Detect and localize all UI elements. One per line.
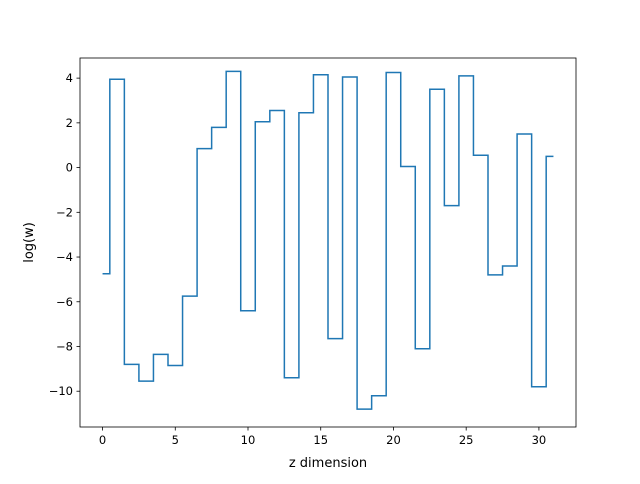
y-tick-label: −4 xyxy=(56,250,73,264)
y-tick-label: −8 xyxy=(56,339,73,353)
y-tick-label: 0 xyxy=(66,161,73,175)
x-axis-ticks: 0 5 10 15 20 25 30 xyxy=(99,427,546,447)
y-tick-label: 2 xyxy=(66,116,73,130)
x-tick-label: 20 xyxy=(386,433,401,447)
x-tick-label: 5 xyxy=(172,433,179,447)
y-axis-ticks: −10 −8 −6 −4 −2 0 2 4 xyxy=(49,71,80,398)
y-tick-label: −10 xyxy=(49,384,73,398)
series-layer xyxy=(102,70,554,410)
y-tick-label: −6 xyxy=(56,295,73,309)
x-tick-label: 10 xyxy=(241,433,256,447)
y-tick-label: 4 xyxy=(66,71,73,85)
y-tick-label: −2 xyxy=(56,205,73,219)
axes-frame xyxy=(79,57,577,428)
y-axis-label: log(w) xyxy=(22,222,37,263)
series-line-0 xyxy=(102,70,554,410)
x-tick-label: 30 xyxy=(532,433,547,447)
x-tick-label: 25 xyxy=(459,433,474,447)
x-tick-label: 0 xyxy=(99,433,106,447)
x-tick-label: 15 xyxy=(313,433,328,447)
x-axis-label: z dimension xyxy=(289,456,367,471)
